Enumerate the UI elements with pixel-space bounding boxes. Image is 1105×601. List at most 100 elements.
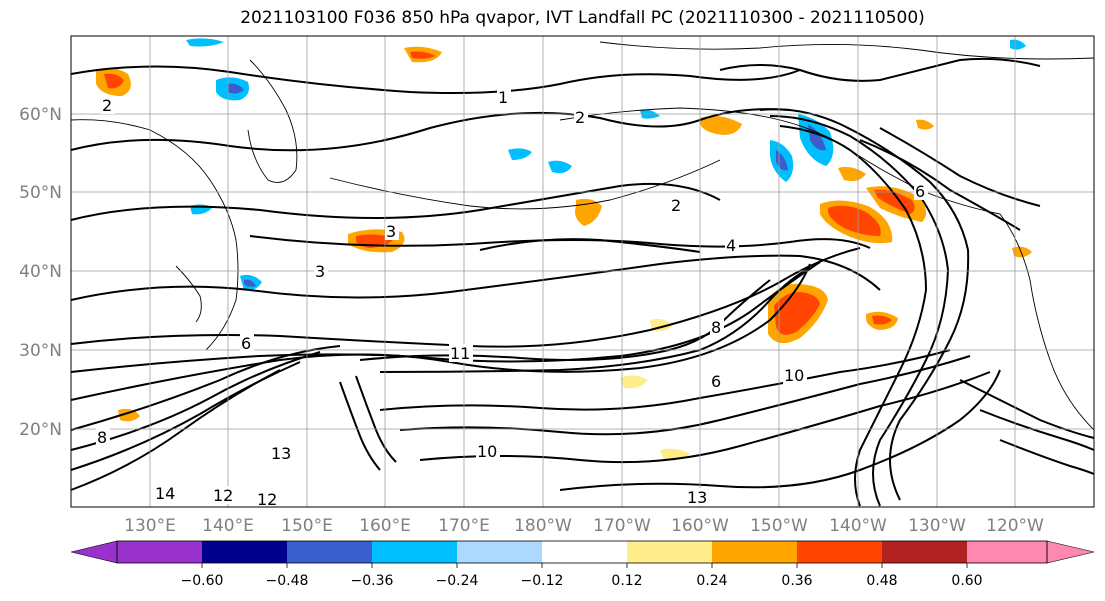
colorbar-segment	[457, 541, 542, 563]
colorbar-tick-label: 0.24	[696, 573, 727, 589]
contour-27	[339, 381, 381, 471]
coast-asia	[70, 119, 239, 351]
colorbar: −0.60 −0.48 −0.36 −0.24 −0.12 0.12 0.24 …	[70, 540, 1095, 589]
colorbar-tick-label: 0.48	[866, 573, 897, 589]
contour-label: 11	[450, 344, 470, 363]
shade-neg-7b	[244, 279, 256, 287]
colorbar-tick-label: −0.36	[351, 573, 394, 589]
colorbar-segment	[797, 541, 882, 563]
shade-pos-5	[700, 116, 742, 135]
coast-japan	[175, 265, 202, 323]
contour-21	[779, 125, 928, 507]
shade-pos-12	[1012, 246, 1032, 258]
colorbar-tick-label: 0.60	[951, 573, 982, 589]
contour-label: 8	[711, 318, 721, 337]
colorbar-segment	[882, 541, 967, 563]
colorbar-segment	[627, 541, 712, 563]
contour-label: 10	[784, 366, 804, 385]
coast-aleutians	[329, 159, 721, 210]
shade-pos-10	[838, 166, 866, 182]
shade-pos-9b	[872, 315, 892, 325]
contour-12	[70, 351, 321, 451]
contour-23	[879, 127, 1041, 207]
contour-6	[70, 247, 861, 348]
lon-label: 160°E	[359, 516, 411, 536]
contour-label: 2	[102, 96, 112, 115]
contour-label: 2	[671, 196, 681, 215]
shade-pos-15	[620, 375, 648, 389]
contour-16	[399, 355, 971, 436]
latitude-labels: 60°N 50°N 40°N 30°N 20°N	[19, 105, 62, 440]
contour-label: 13	[687, 488, 707, 507]
shade-pos-11	[916, 119, 934, 130]
contour-10	[379, 267, 811, 373]
contour-3	[70, 182, 721, 221]
lon-label: 130°E	[124, 516, 176, 536]
colorbar-tick-label: −0.12	[521, 573, 564, 589]
colorbar-labels: −0.60 −0.48 −0.36 −0.24 −0.12 0.12 0.24 …	[181, 573, 983, 589]
shade-pos-14	[118, 408, 140, 422]
lon-label: 160°W	[671, 516, 729, 536]
longitude-labels: 130°E 140°E 150°E 160°E 170°E 180°W 170°…	[124, 516, 1044, 536]
contour-28	[355, 375, 397, 463]
contour-label: 3	[386, 222, 396, 241]
lon-label: 140°E	[202, 516, 254, 536]
contour-11	[70, 345, 341, 431]
shade-neg-9	[1010, 39, 1026, 50]
contour-label: 1	[498, 88, 508, 107]
contour-label: 12	[257, 490, 277, 509]
contour-label: 10	[477, 442, 497, 461]
contours	[70, 57, 1095, 507]
lat-label: 50°N	[19, 183, 62, 203]
lon-label: 170°E	[438, 516, 490, 536]
coast-arctic	[599, 41, 1095, 60]
contour-label: 6	[711, 372, 721, 391]
shade-pos-6b	[828, 205, 881, 236]
contour-label-group: 1 2 2 2 3 3 4 6 6 6 8 8 10 10 11 12 12 1…	[96, 88, 928, 509]
colorbar-segment	[542, 541, 627, 563]
contour-label: 3	[315, 262, 325, 281]
colorbar-tick-label: −0.48	[266, 573, 309, 589]
colorbar-segment	[202, 541, 287, 563]
contour-7	[70, 261, 821, 373]
contour-label: 2	[575, 108, 585, 127]
colorbar-segment	[712, 541, 797, 563]
map-frame	[70, 35, 1095, 508]
lon-label: 140°W	[829, 516, 887, 536]
coast-kamchatka	[247, 59, 298, 183]
lon-label: 150°E	[281, 516, 333, 536]
contour-29	[719, 57, 1041, 82]
shade-neg-1b	[228, 83, 244, 94]
shade-pos-2b	[410, 51, 436, 59]
map-title: 2021103100 F036 850 hPa qvapor, IVT Land…	[240, 8, 925, 28]
shade-neg-4	[548, 160, 572, 174]
contour-15	[379, 349, 951, 411]
contour-1	[70, 65, 801, 94]
colorbar-tick-label: 0.12	[611, 573, 642, 589]
contour-label: 4	[726, 236, 736, 255]
contour-label: 6	[915, 182, 925, 201]
graticule	[71, 36, 1094, 507]
colorbar-tick-label: 0.36	[781, 573, 812, 589]
contour-label: 14	[155, 484, 175, 503]
contour-label: 12	[213, 486, 233, 505]
colorbar-extend-left	[70, 540, 118, 564]
contour-19	[759, 108, 970, 501]
colorbar-segment	[967, 541, 1047, 563]
shade-neg-3	[508, 148, 532, 160]
coastlines	[70, 41, 1095, 431]
lon-label: 180°W	[514, 516, 572, 536]
shading-layer	[96, 38, 1032, 461]
shade-neg-2	[186, 38, 224, 47]
colorbar-tick-label: −0.60	[181, 573, 224, 589]
colorbar-segment	[117, 541, 202, 563]
lon-label: 120°W	[986, 516, 1044, 536]
contour-label: 13	[271, 444, 291, 463]
map-plot-area	[71, 36, 1094, 507]
contour-4	[249, 235, 871, 249]
lat-label: 40°N	[19, 262, 62, 282]
coast-namerica	[999, 213, 1095, 431]
lon-label: 130°W	[908, 516, 966, 536]
contour-22	[859, 139, 1021, 231]
